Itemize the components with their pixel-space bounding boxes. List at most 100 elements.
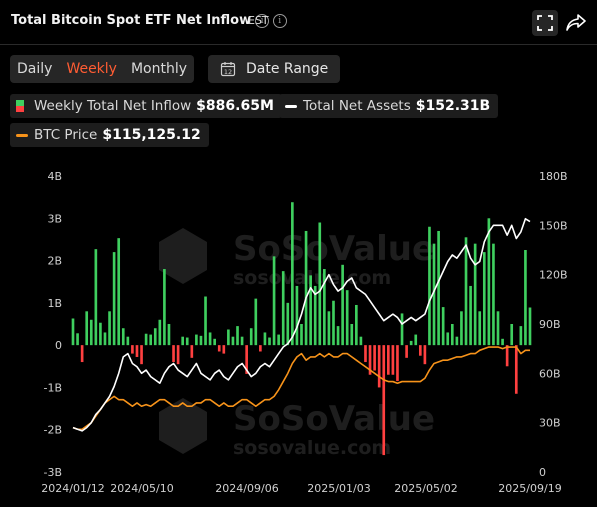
inflow-bar-positive[interactable] bbox=[204, 296, 207, 346]
inflow-bar-negative[interactable] bbox=[423, 345, 427, 365]
inflow-bar-positive[interactable] bbox=[359, 336, 363, 346]
tab-daily[interactable]: Daily bbox=[17, 61, 53, 77]
inflow-bar-positive[interactable] bbox=[336, 326, 340, 346]
inflow-bar-positive[interactable] bbox=[236, 326, 239, 346]
inflow-bar-negative[interactable] bbox=[377, 345, 381, 388]
inflow-bar-positive[interactable] bbox=[482, 252, 486, 346]
inflow-bar-positive[interactable] bbox=[327, 311, 331, 346]
inflow-bar-positive[interactable] bbox=[153, 328, 157, 346]
inflow-bar-negative[interactable] bbox=[135, 345, 139, 357]
inflow-bar-positive[interactable] bbox=[350, 324, 354, 346]
inflow-bar-positive[interactable] bbox=[460, 311, 463, 346]
inflow-bar-positive[interactable] bbox=[126, 336, 130, 346]
inflow-bar-negative[interactable] bbox=[505, 345, 509, 367]
inflow-bar-positive[interactable] bbox=[313, 285, 317, 346]
inflow-bar-positive[interactable] bbox=[117, 238, 121, 346]
inflow-bar-positive[interactable] bbox=[99, 322, 102, 346]
inflow-bar-positive[interactable] bbox=[510, 324, 514, 346]
info-icon[interactable]: i bbox=[255, 13, 270, 28]
inflow-bar-positive[interactable] bbox=[277, 334, 280, 346]
inflow-bar-negative[interactable] bbox=[140, 345, 143, 365]
inflow-bar-negative[interactable] bbox=[391, 345, 395, 375]
inflow-bar-positive[interactable] bbox=[195, 334, 198, 346]
fullscreen-button[interactable] bbox=[532, 10, 558, 36]
inflow-bar-positive[interactable] bbox=[469, 285, 472, 346]
inflow-bar-positive[interactable] bbox=[76, 333, 79, 346]
inflow-bar-positive[interactable] bbox=[309, 275, 312, 346]
inflow-bar-positive[interactable] bbox=[108, 311, 111, 346]
inflow-bar-negative[interactable] bbox=[382, 345, 386, 456]
inflow-bar-positive[interactable] bbox=[400, 313, 404, 346]
inflow-bar-positive[interactable] bbox=[85, 311, 89, 346]
inflow-bar-positive[interactable] bbox=[149, 334, 153, 346]
inflow-bar-positive[interactable] bbox=[446, 332, 450, 346]
date-range-button[interactable]: 12 Date Range bbox=[208, 55, 340, 83]
inflow-bar-positive[interactable] bbox=[437, 230, 440, 346]
inflow-bar-positive[interactable] bbox=[501, 338, 504, 346]
inflow-bar-positive[interactable] bbox=[144, 333, 148, 346]
inflow-bar-negative[interactable] bbox=[364, 345, 367, 363]
inflow-bar-positive[interactable] bbox=[492, 243, 495, 346]
inflow-bar-positive[interactable] bbox=[345, 290, 349, 346]
inflow-bar-negative[interactable] bbox=[514, 345, 518, 394]
inflow-bar-negative[interactable] bbox=[368, 345, 372, 375]
inflow-bar-negative[interactable] bbox=[245, 345, 248, 374]
inflow-bar-negative[interactable] bbox=[222, 345, 226, 354]
inflow-bar-positive[interactable] bbox=[432, 243, 436, 346]
inflow-bar-positive[interactable] bbox=[103, 332, 107, 346]
inflow-bar-positive[interactable] bbox=[304, 230, 308, 346]
total-net-assets-line[interactable] bbox=[72, 217, 531, 432]
inflow-bar-positive[interactable] bbox=[355, 304, 358, 346]
inflow-bar-negative[interactable] bbox=[259, 345, 262, 352]
inflow-bar-positive[interactable] bbox=[185, 337, 189, 346]
inflow-bar-positive[interactable] bbox=[318, 222, 322, 346]
inflow-bar-positive[interactable] bbox=[213, 338, 216, 346]
inflow-bar-positive[interactable] bbox=[300, 324, 303, 346]
inflow-bar-positive[interactable] bbox=[254, 298, 258, 346]
inflow-bar-positive[interactable] bbox=[409, 340, 413, 346]
inflow-bar-positive[interactable] bbox=[428, 226, 431, 346]
inflow-bar-positive[interactable] bbox=[268, 337, 271, 346]
inflow-bar-positive[interactable] bbox=[496, 311, 500, 346]
share-button[interactable] bbox=[563, 10, 589, 36]
inflow-bar-positive[interactable] bbox=[528, 307, 532, 346]
legend-price[interactable]: BTC Price $115,125.12 bbox=[10, 123, 209, 147]
inflow-bar-negative[interactable] bbox=[131, 345, 134, 354]
inflow-bar-positive[interactable] bbox=[249, 328, 253, 346]
inflow-bar-negative[interactable] bbox=[405, 345, 408, 358]
inflow-bar-negative[interactable] bbox=[190, 345, 194, 358]
inflow-bar-positive[interactable] bbox=[71, 318, 75, 346]
tab-monthly[interactable]: Monthly bbox=[130, 61, 188, 77]
inflow-bar-positive[interactable] bbox=[89, 319, 93, 346]
inflow-bar-positive[interactable] bbox=[286, 302, 290, 346]
inflow-bar-positive[interactable] bbox=[295, 285, 299, 346]
inflow-bar-positive[interactable] bbox=[341, 264, 344, 346]
tab-weekly[interactable]: Weekly bbox=[66, 61, 117, 77]
inflow-bar-negative[interactable] bbox=[172, 345, 175, 363]
inflow-bar-positive[interactable] bbox=[272, 256, 276, 346]
inflow-bar-positive[interactable] bbox=[199, 335, 203, 346]
inflow-bar-negative[interactable] bbox=[80, 345, 84, 363]
legend-inflow[interactable]: Weekly Total Net Inflow $886.65M bbox=[10, 94, 282, 118]
inflow-bar-positive[interactable] bbox=[524, 250, 527, 346]
inflow-bar-negative[interactable] bbox=[387, 345, 390, 375]
inflow-bar-positive[interactable] bbox=[158, 319, 162, 346]
inflow-bar-positive[interactable] bbox=[181, 336, 184, 346]
inflow-bar-negative[interactable] bbox=[396, 345, 399, 382]
inflow-bar-negative[interactable] bbox=[176, 345, 180, 365]
inflow-bar-positive[interactable] bbox=[94, 249, 98, 346]
legend-assets[interactable]: Total Net Assets $152.31B bbox=[279, 94, 499, 118]
inflow-bar-positive[interactable] bbox=[208, 332, 212, 346]
inflow-bar-positive[interactable] bbox=[519, 326, 523, 346]
inflow-bar-positive[interactable] bbox=[227, 329, 230, 346]
inflow-bar-positive[interactable] bbox=[473, 243, 477, 346]
inflow-bar-negative[interactable] bbox=[373, 345, 376, 371]
inflow-bar-positive[interactable] bbox=[121, 328, 125, 346]
inflow-bar-positive[interactable] bbox=[291, 202, 294, 346]
inflow-bar-positive[interactable] bbox=[231, 336, 235, 346]
inflow-bar-positive[interactable] bbox=[455, 336, 459, 346]
inflow-bar-positive[interactable] bbox=[441, 307, 445, 346]
inflow-bar-positive[interactable] bbox=[464, 237, 468, 346]
inflow-bar-positive[interactable] bbox=[487, 218, 491, 346]
inflow-bar-positive[interactable] bbox=[414, 334, 418, 346]
